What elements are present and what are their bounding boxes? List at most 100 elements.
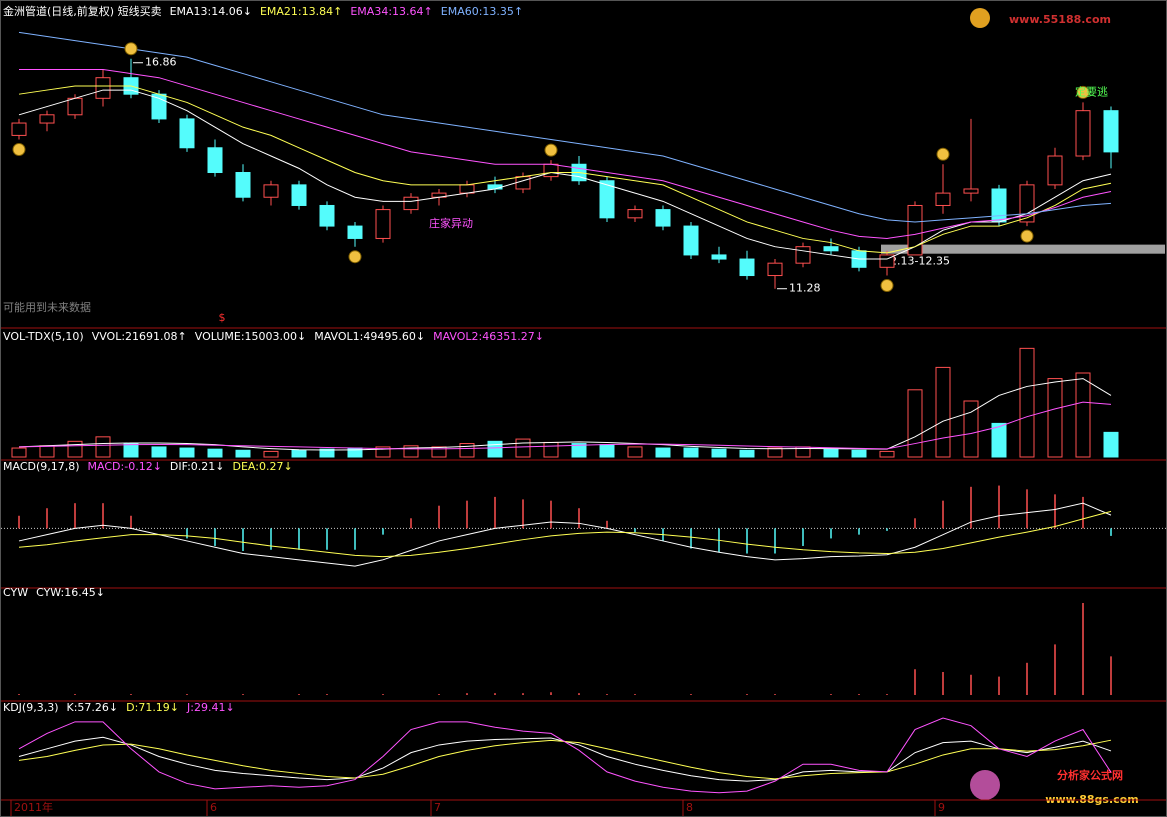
- header-label: K:57.26↓: [67, 701, 119, 714]
- candle-body: [767, 262, 783, 277]
- candle-body: [543, 163, 559, 178]
- signal-icon: [936, 147, 950, 161]
- high-label: 16.86: [145, 56, 177, 69]
- candle-body: [823, 246, 839, 252]
- volume-bar: [375, 446, 391, 458]
- x-tick-label: 6: [210, 801, 217, 814]
- volume-bar: [655, 447, 671, 458]
- candle-body: [459, 184, 475, 194]
- candle-body: [627, 209, 643, 219]
- indicator-line: [18, 510, 1112, 558]
- header-label: MAVOL2:46351.27↓: [433, 330, 544, 343]
- header-label: 金洲管道(日线,前复权) 短线买卖: [3, 4, 162, 18]
- volume-bar: [151, 446, 167, 458]
- header-label: EMA13:14.06↓: [170, 5, 252, 18]
- x-tick-label: 9: [938, 801, 945, 814]
- indicator-line: [18, 502, 1112, 567]
- candle-body: [683, 225, 699, 256]
- candle-body: [403, 196, 419, 211]
- volume-bar: [1047, 378, 1063, 458]
- volume-bar: [263, 450, 279, 458]
- candle-body: [935, 192, 951, 206]
- volume-bar: [935, 366, 951, 458]
- volume-bar: [39, 445, 55, 458]
- volume-bar: [403, 445, 419, 458]
- indicator-line: [18, 717, 1112, 794]
- x-tick-label: 8: [686, 801, 693, 814]
- volume-bar: [1019, 347, 1035, 458]
- header-label: DIF:0.21↓: [170, 460, 225, 473]
- candle-body: [1047, 155, 1063, 186]
- candle-body: [1103, 110, 1119, 153]
- header-label: DEA:0.27↓: [233, 460, 293, 473]
- volume-bar: [879, 450, 895, 458]
- low-label: 11.28: [789, 282, 821, 295]
- logo-text: 分析家公式网: [1057, 768, 1123, 782]
- ema-line: [18, 89, 1112, 260]
- candle-body: [711, 254, 727, 260]
- header-label: D:71.19↓: [126, 701, 179, 714]
- header-label: MACD(9,17,8): [3, 460, 80, 473]
- signal-icon: [880, 279, 894, 293]
- ema-line: [18, 85, 1112, 254]
- volume-bar: [291, 449, 307, 458]
- volume-bar: [627, 446, 643, 458]
- volume-bar: [235, 449, 251, 458]
- header-label: VOLUME:15003.00↓: [195, 330, 306, 343]
- candle-body: [39, 114, 55, 124]
- volume-bar: [599, 444, 615, 458]
- zone-label: 12.13-12.35: [883, 255, 950, 268]
- candle-body: [291, 184, 307, 206]
- candle-body: [235, 172, 251, 198]
- watermark-site: www.55188.com: [1009, 13, 1111, 26]
- header-label: VVOL:21691.08↑: [92, 330, 187, 343]
- volume-bar: [823, 448, 839, 458]
- volume-bar: [991, 422, 1007, 458]
- signal-icon: [544, 143, 558, 157]
- marker-label: $: [219, 311, 226, 324]
- volume-bar: [207, 448, 223, 458]
- candle-body: [11, 122, 27, 136]
- volume-bar: [683, 447, 699, 458]
- signal-label: 庄家异动: [429, 216, 473, 230]
- signal-icon: [124, 42, 138, 56]
- signal-icon: [1020, 229, 1034, 243]
- volume-bar: [963, 400, 979, 458]
- header-label: EMA60:13.35↑: [441, 5, 523, 18]
- volume-bar: [571, 443, 587, 458]
- price-zone: [881, 244, 1165, 254]
- x-tick-label: 7: [434, 801, 441, 814]
- sell-label: 定要逃: [1075, 84, 1108, 98]
- candle-body: [67, 97, 83, 116]
- volume-bar: [739, 449, 755, 458]
- signal-icon: [1076, 85, 1090, 99]
- volume-bar: [543, 441, 559, 458]
- ema-line: [18, 31, 1112, 223]
- header-label: EMA34:13.64↑: [350, 5, 432, 18]
- header-label: MAVOL1:49495.60↓: [314, 330, 425, 343]
- header-label: CYW: [3, 586, 28, 599]
- volume-bar: [515, 438, 531, 458]
- candle-body: [319, 204, 335, 227]
- volume-bar: [67, 440, 83, 458]
- header-label: MACD:-0.12↓: [88, 460, 162, 473]
- header-label: EMA21:13.84↑: [260, 5, 342, 18]
- volume-bar: [711, 448, 727, 458]
- candle-body: [907, 204, 923, 256]
- volume-bar: [11, 447, 27, 458]
- volume-bar: [179, 447, 195, 458]
- candle-body: [991, 188, 1007, 223]
- volume-bar: [851, 449, 867, 458]
- header-label: CYW:16.45↓: [36, 586, 105, 599]
- volume-bar: [1103, 431, 1119, 458]
- ema-line: [19, 68, 1112, 239]
- candle-body: [207, 147, 223, 173]
- watermark-icon: [970, 8, 990, 28]
- candle-body: [795, 246, 811, 264]
- volume-bar: [431, 446, 447, 458]
- candle-body: [963, 188, 979, 194]
- candle-body: [487, 184, 503, 190]
- volume-bar: [907, 389, 923, 458]
